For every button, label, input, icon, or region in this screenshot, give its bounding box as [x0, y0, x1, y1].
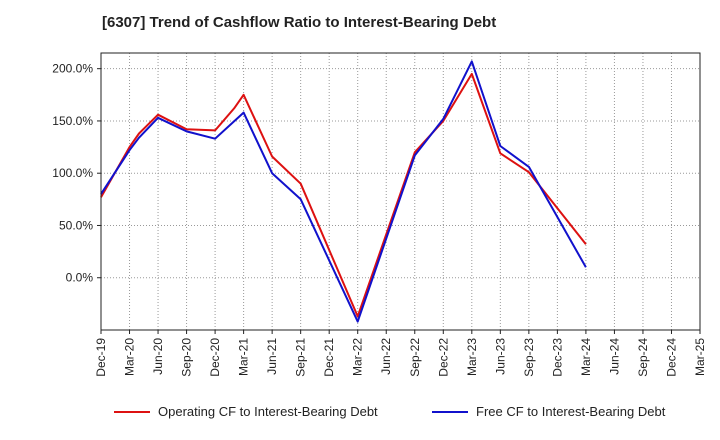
x-tick-label: Jun-20 — [151, 338, 165, 375]
x-tick-label: Dec-24 — [664, 338, 678, 377]
x-tick-label: Dec-20 — [208, 338, 222, 377]
x-tick-label: Jun-23 — [493, 338, 507, 375]
series-line-free-cf — [100, 60, 587, 323]
x-tick-label: Mar-23 — [465, 338, 479, 376]
x-tick-label: Mar-21 — [237, 338, 251, 376]
series-line-operating-cf — [100, 72, 587, 318]
x-tick-label: Jun-21 — [265, 338, 279, 375]
legend-label-free-cf: Free CF to Interest-Bearing Debt — [476, 404, 666, 419]
series-layer — [100, 60, 587, 323]
x-tick-label: Mar-24 — [579, 338, 593, 376]
x-tick-label: Mar-20 — [123, 338, 137, 376]
x-tick-label: Sep-20 — [180, 338, 194, 377]
plot-frame — [100, 52, 701, 331]
x-tick-label: Sep-22 — [408, 338, 422, 377]
grid — [100, 53, 701, 330]
x-tick-label: Dec-19 — [94, 338, 108, 377]
chart-title: [6307] Trend of Cashflow Ratio to Intere… — [102, 14, 497, 31]
x-axis: Dec-19 Mar-20 Jun-20 Sep-20 Dec-20 Mar-21 Jun-… — [94, 330, 707, 377]
y-tick-label: 50.0% — [59, 218, 93, 232]
legend-swatch-operating-cf — [114, 410, 150, 413]
x-tick-label: Sep-23 — [522, 338, 536, 377]
legend-item-operating-cf: Operating CF to Interest-Bearing Debt — [114, 404, 378, 419]
legend: Operating CF to Interest-Bearing Debt Fr… — [0, 404, 720, 426]
x-tick-label: Dec-22 — [436, 338, 450, 377]
legend-label-operating-cf: Operating CF to Interest-Bearing Debt — [158, 404, 378, 419]
x-tick-label: Mar-22 — [351, 338, 365, 376]
legend-swatch-free-cf — [432, 410, 468, 413]
y-tick-label: 0.0% — [66, 271, 94, 285]
x-tick-label: Sep-24 — [636, 338, 650, 377]
x-tick-label: Jun-24 — [607, 338, 621, 375]
x-tick-label: Dec-23 — [550, 338, 564, 377]
y-tick-label: 200.0% — [52, 62, 93, 76]
x-tick-label: Sep-21 — [294, 338, 308, 377]
y-axis: 200.0% 150.0% 100.0% 50.0% 0.0% — [52, 62, 101, 285]
x-tick-label: Mar-25 — [693, 338, 707, 376]
x-tick-label: Jun-22 — [379, 338, 393, 375]
x-tick-label: Dec-21 — [322, 338, 336, 377]
legend-item-free-cf: Free CF to Interest-Bearing Debt — [432, 404, 665, 419]
y-tick-label: 100.0% — [52, 166, 93, 180]
y-tick-label: 150.0% — [52, 114, 93, 128]
